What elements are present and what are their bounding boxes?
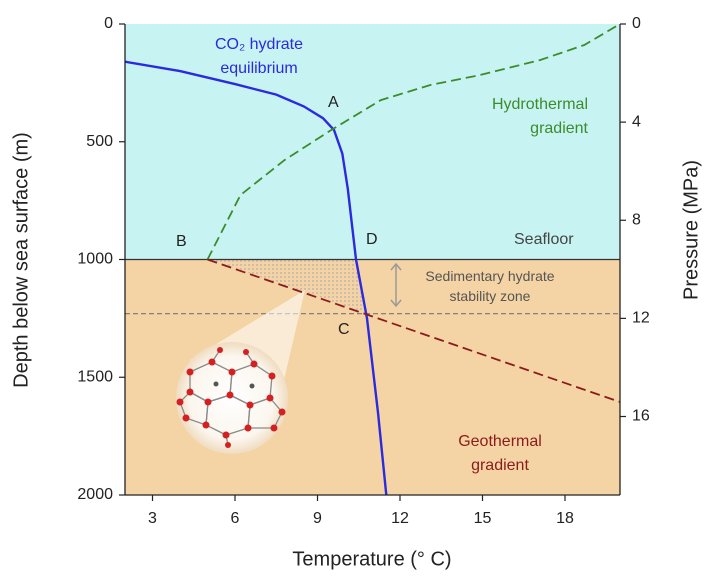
y2-tick-label: 16 [632,408,650,425]
series-label: CO₂ hydrate equilibrium [195,33,323,81]
x-tick-label: 18 [556,510,574,527]
zone-label: Sedimentary hydrate stability zone [410,266,570,306]
y2-tick-label: 4 [632,113,641,130]
x-tick-label: 6 [231,510,240,527]
y-axis-title: Depth below sea surface (m) [10,132,32,388]
x-axis-title: Temperature (° C) [292,548,451,570]
y-tick-label: 2000 [77,486,113,503]
series-label: Geothermal gradient [430,430,570,478]
point-label: B [176,230,187,254]
y2-tick-label: 8 [632,211,641,228]
point-label: A [328,91,339,115]
chart: 3 6 9 12 15 18 0 500 1000 1500 2000 0 4 8 12 16 Tempera… [0,0,709,582]
y-tick-label: 0 [104,15,113,32]
y-tick-label: 1500 [77,368,113,385]
x-tick-label: 15 [474,510,492,527]
x-tick-label: 12 [391,510,409,527]
x-tick-label: 9 [313,510,322,527]
y2-tick-label: 0 [632,15,641,32]
x-tick-label: 3 [148,510,157,527]
y-tick-label: 1000 [77,251,113,268]
point-label: D [366,228,378,252]
y2-axis-title: Pressure (MPa) [680,160,702,300]
chart-svg: 3 6 9 12 15 18 0 500 1000 1500 2000 0 4 8 12 16 Tempera… [0,0,709,582]
point-label: C [338,318,350,342]
y-tick-label: 500 [86,133,113,150]
seafloor-label: Seafloor [514,228,574,252]
y2-tick-label: 12 [632,310,650,327]
series-label: Hydrothermal gradient [440,93,588,141]
